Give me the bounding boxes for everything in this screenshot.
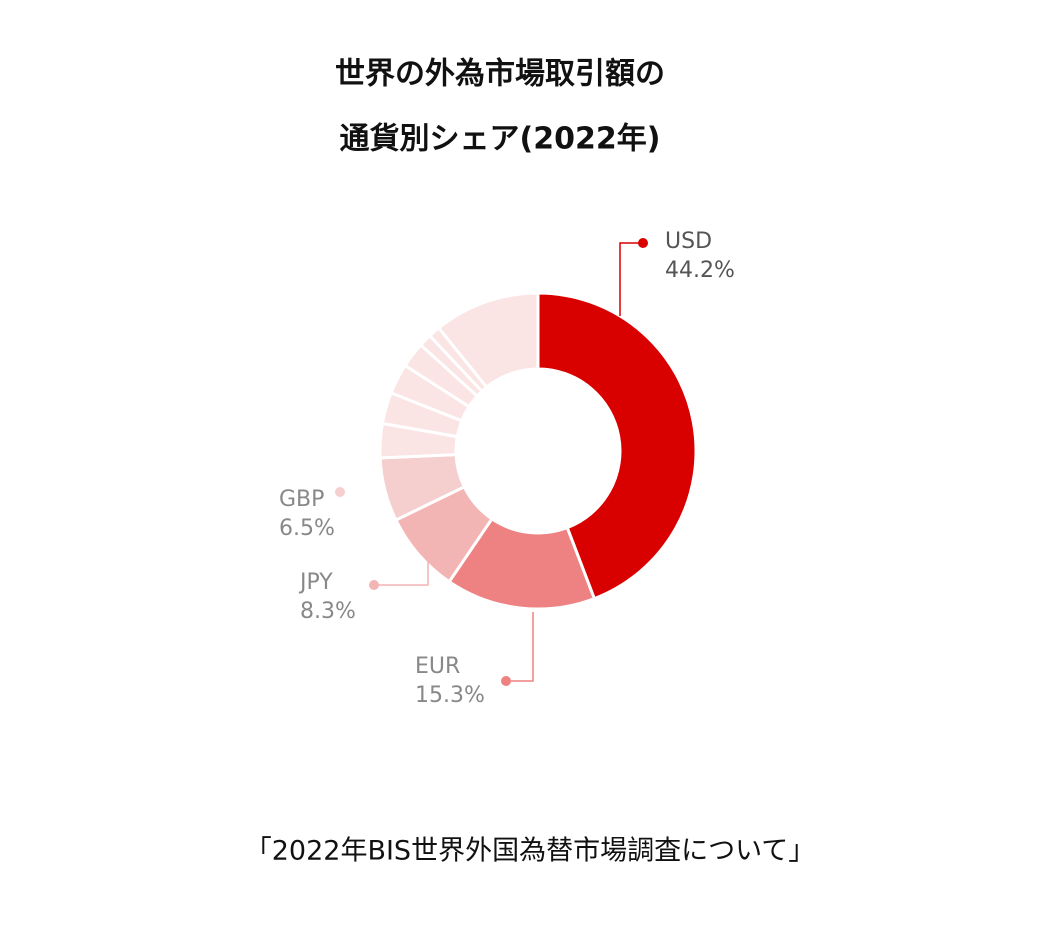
leader-dot [369, 580, 379, 590]
category-label: EUR [415, 654, 460, 679]
leader-dot [638, 238, 648, 248]
leader-line [506, 612, 534, 682]
donut-segment [536, 291, 698, 601]
category-label: GBP [279, 487, 324, 512]
value-label: 15.3% [415, 683, 485, 708]
source: 「2022年BIS世界外国為替市場調査について」 [245, 836, 816, 867]
value-label: 44.2% [665, 258, 735, 283]
chart-title: 通貨別シェア(2022年) [340, 122, 661, 157]
value-label: 6.5% [279, 516, 335, 541]
leader-line [619, 242, 643, 316]
donut-segment [436, 291, 540, 390]
category-label: JPY [298, 570, 333, 595]
leader-line [374, 560, 429, 586]
category-label: USD [665, 229, 712, 254]
leader-dot [501, 676, 511, 686]
chart-title: 世界の外為市場取引額の [335, 57, 665, 92]
value-label: 8.3% [300, 599, 356, 624]
leader-dot [335, 487, 345, 497]
